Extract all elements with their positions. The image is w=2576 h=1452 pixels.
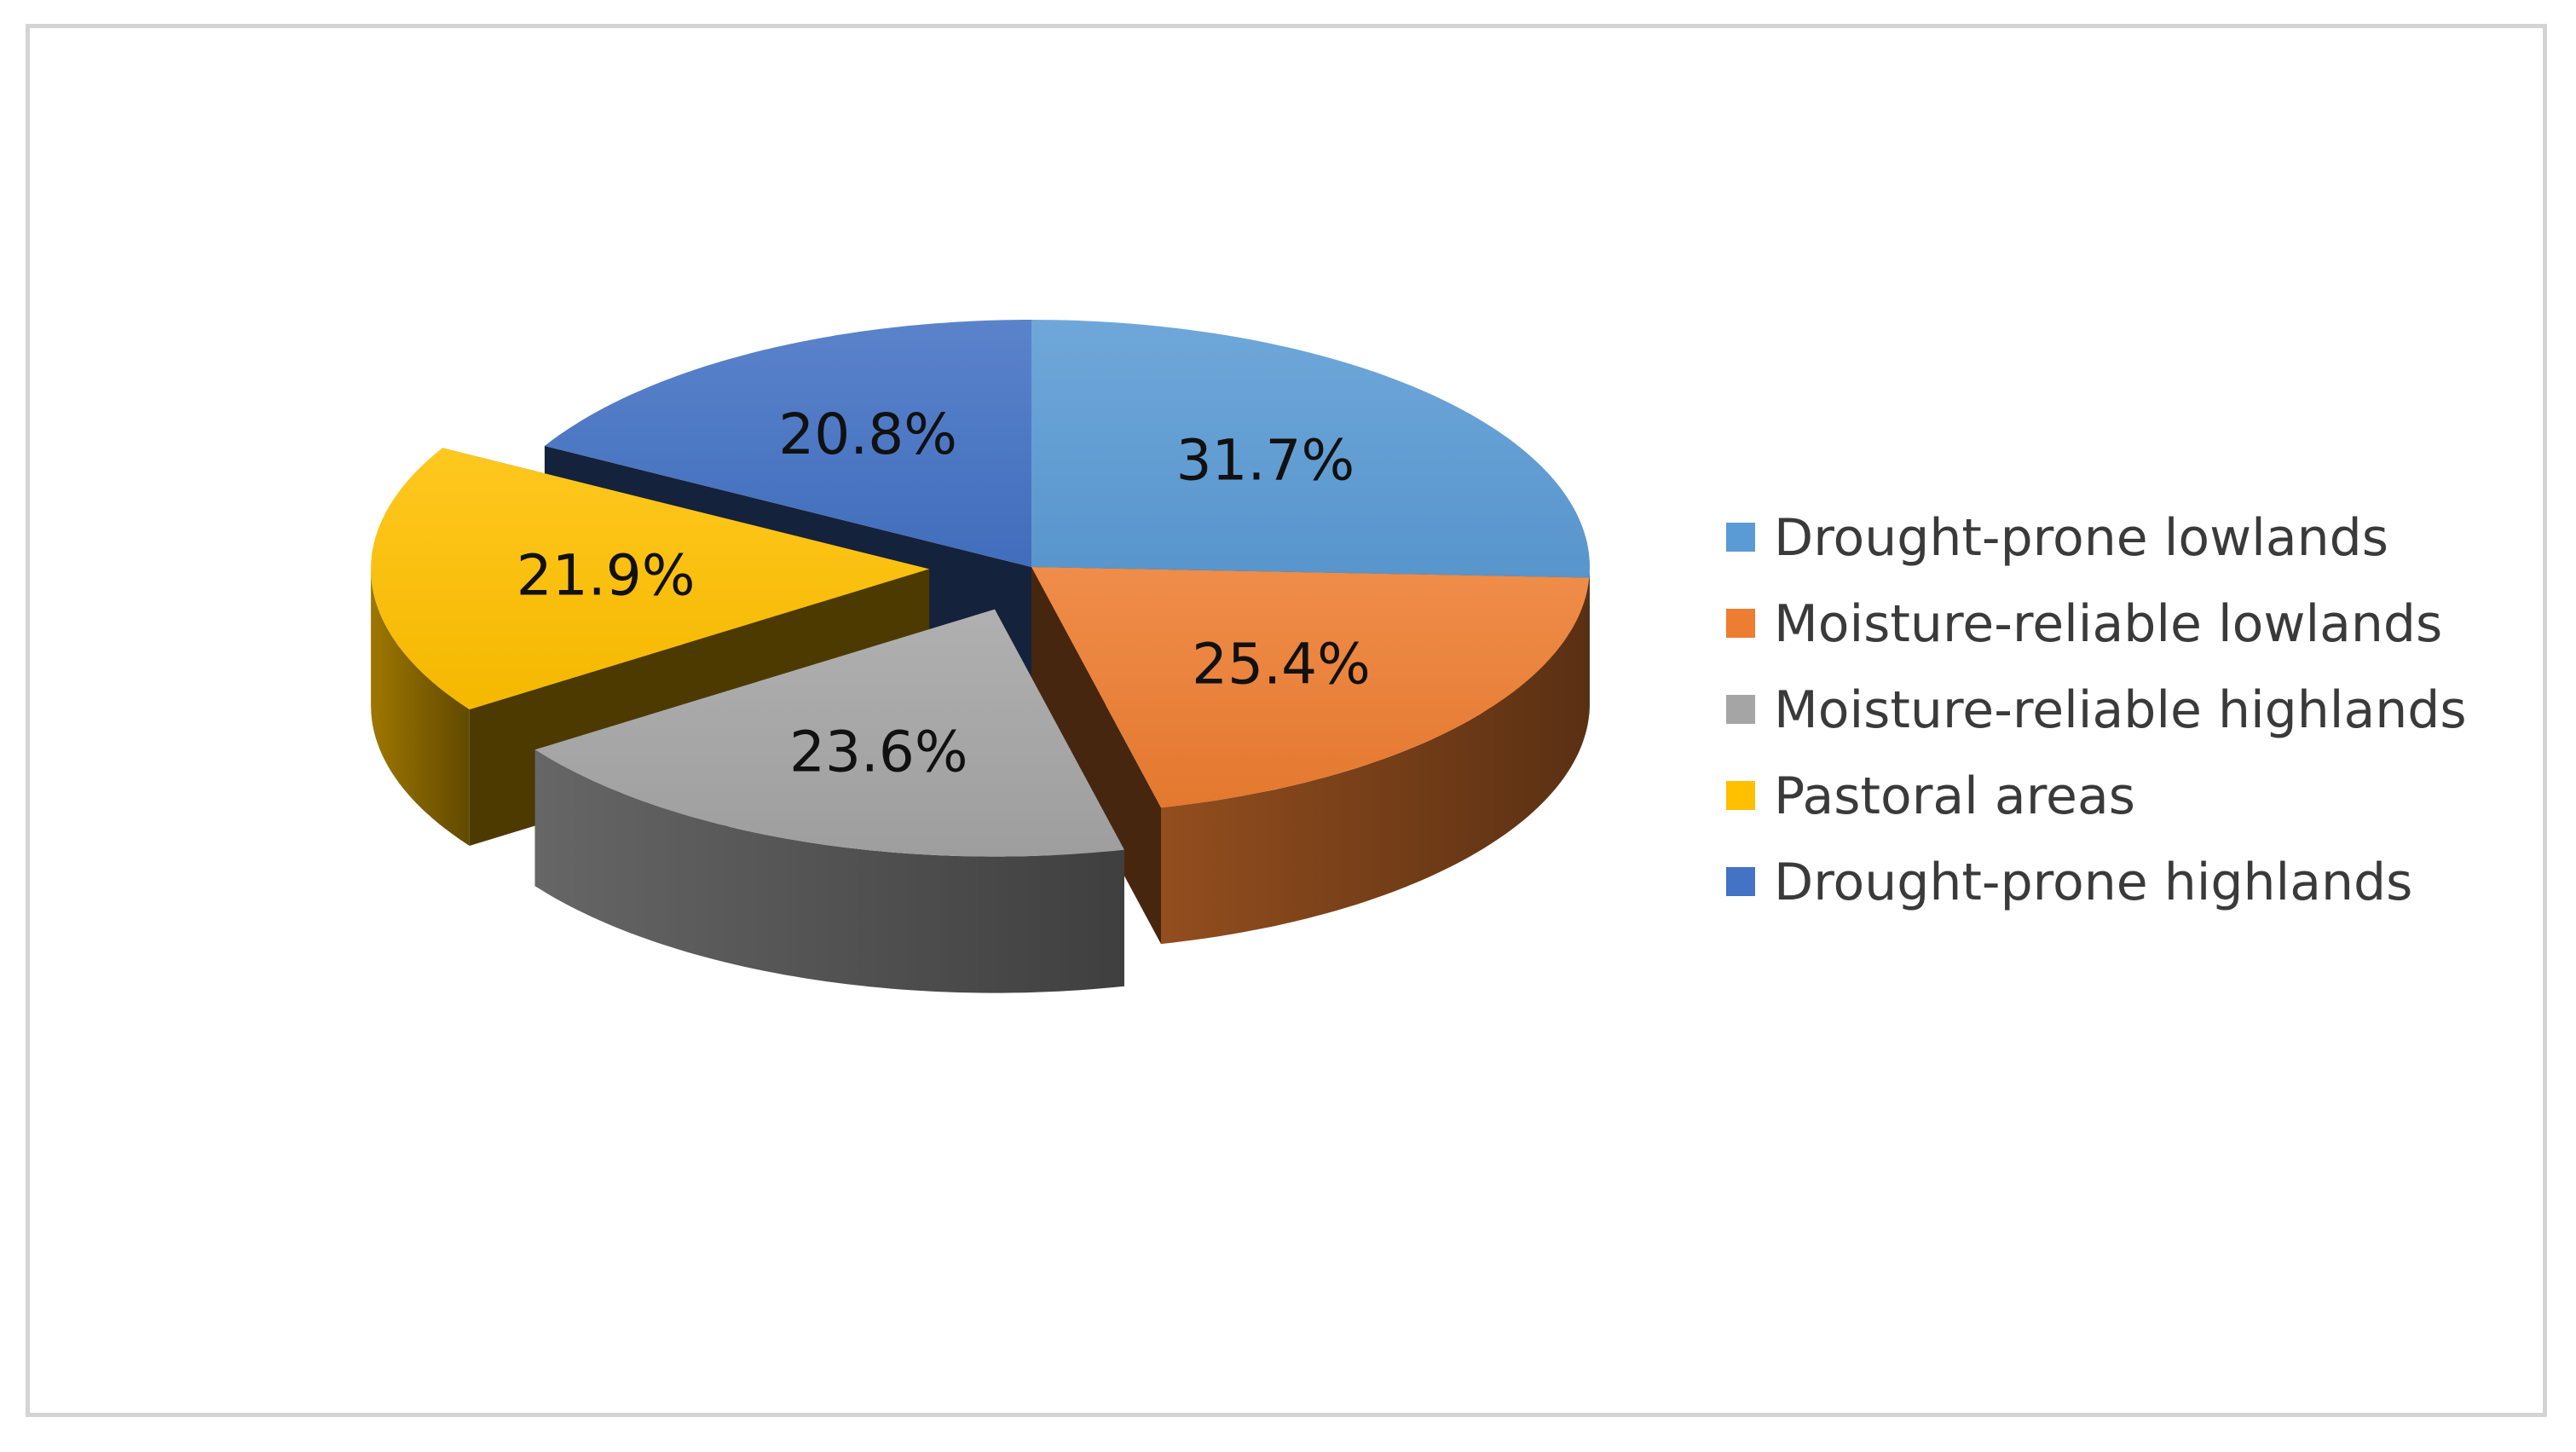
slice-top-pastoral-areas xyxy=(371,448,930,709)
legend-label: Drought-prone highlands xyxy=(1774,853,2412,912)
slice-top-moisture-reliable-highlands xyxy=(534,609,1124,857)
legend-item-pastoral-areas: Pastoral areas xyxy=(1726,766,2135,826)
slice-moisture-reliable-lowlands xyxy=(1031,567,1590,945)
legend-label: Moisture-reliable lowlands xyxy=(1774,594,2442,654)
legend-item-moisture-reliable-lowlands: Moisture-reliable lowlands xyxy=(1726,594,2442,654)
legend-swatch xyxy=(1726,867,1755,896)
legend-swatch xyxy=(1726,609,1755,638)
legend-label: Pastoral areas xyxy=(1774,766,2135,826)
slice-side-drought-prone-lowlands-0 xyxy=(1589,567,1590,714)
legend-label: Drought-prone lowlands xyxy=(1774,508,2388,568)
legend: Drought-prone lowlands Moisture-reliable … xyxy=(1726,508,2467,912)
legend-item-moisture-reliable-highlands: Moisture-reliable highlands xyxy=(1726,680,2467,740)
data-label-drought-prone-highlands: 20.8% xyxy=(778,402,957,467)
data-label-pastoral-areas: 21.9% xyxy=(517,543,696,609)
slice-side-moisture-reliable-lowlands-0 xyxy=(1161,577,1590,945)
legend-swatch xyxy=(1726,523,1755,552)
pie-data-labels: 31.7% 25.4% 23.6% 21.9% 20.8% xyxy=(517,402,1371,785)
data-label-moisture-reliable-lowlands: 25.4% xyxy=(1192,631,1371,697)
legend-swatch xyxy=(1726,781,1755,810)
slice-top-moisture-reliable-lowlands xyxy=(1031,567,1590,808)
data-label-moisture-reliable-highlands: 23.6% xyxy=(789,720,968,785)
legend-item-drought-prone-highlands: Drought-prone highlands xyxy=(1726,853,2412,912)
slice-top-drought-prone-highlands xyxy=(544,320,1031,567)
legend-item-drought-prone-lowlands: Drought-prone lowlands xyxy=(1726,508,2388,568)
data-label-drought-prone-lowlands: 31.7% xyxy=(1176,428,1355,494)
slice-wall-moisture-reliable-lowlands-1 xyxy=(1031,567,1161,945)
slice-side-moisture-reliable-highlands-0 xyxy=(534,749,1124,993)
slice-top-drought-prone-lowlands xyxy=(1031,320,1590,578)
pie-slices xyxy=(371,320,1590,993)
legend-swatch xyxy=(1726,695,1755,724)
slice-moisture-reliable-highlands xyxy=(534,609,1124,993)
slice-side-pastoral-areas-0 xyxy=(371,569,470,846)
legend-label: Moisture-reliable highlands xyxy=(1774,680,2467,740)
